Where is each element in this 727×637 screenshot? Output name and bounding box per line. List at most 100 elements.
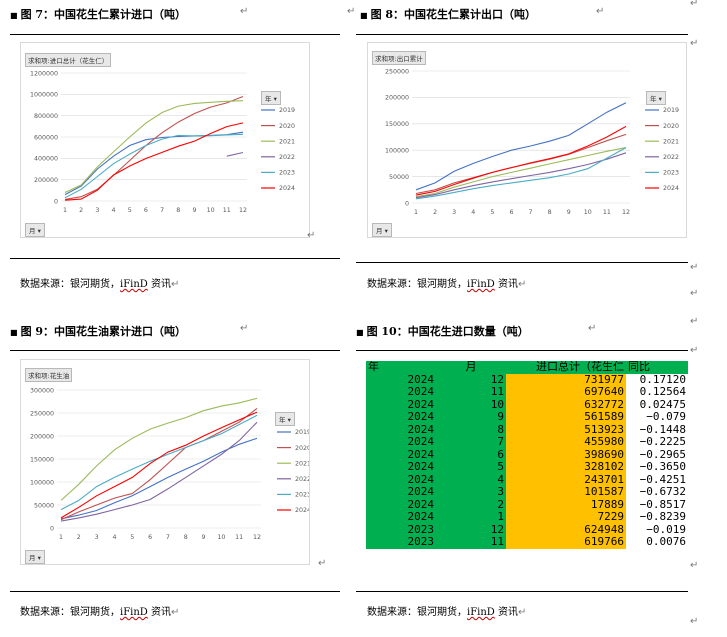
fig8-legend-filter-button[interactable]: 年 ▾ [646, 91, 666, 105]
x-tick-label: 1 [59, 534, 63, 541]
cell-year: 2024 [366, 411, 436, 424]
x-tick-label: 8 [176, 207, 180, 214]
x-tick-label: 6 [144, 207, 148, 214]
x-tick-label: 5 [130, 534, 134, 541]
cell-yoy: 0.12564 [626, 386, 688, 399]
series-line-2022 [226, 151, 244, 157]
fig8-row-field-button[interactable]: 月 ▾ [372, 223, 392, 237]
table-row: 2024 9 561589 −0.079 [366, 411, 688, 424]
cell-import-total: 243701 [506, 473, 626, 486]
header-yoy: 同比 [626, 361, 688, 374]
fig9-bottom-rule [10, 591, 340, 592]
fig9-row-field-button[interactable]: 月 ▾ [25, 550, 45, 564]
y-tick-label: 400000 [34, 156, 58, 163]
series-line-2023 [64, 133, 244, 199]
x-tick-label: 3 [95, 207, 99, 214]
fig10-data-table: 年 月 进口总计（花生仁 同比 2024 12 731977 0.17120 2024 1… [366, 361, 688, 569]
table-row: 2024 1 7229 −0.8239 [366, 511, 688, 524]
x-tick-label: 8 [184, 534, 188, 541]
fig9-title: ■ 图 9：中国花生油累计进口（吨） [10, 325, 187, 338]
paragraph-mark: ↵ [588, 323, 597, 334]
table-row: 2024 8 513923 −0.1448 [366, 423, 688, 436]
cell-yoy: −0.2965 [626, 448, 688, 461]
paragraph-mark: ↵ [307, 230, 316, 241]
paragraph-mark: ↵ [240, 323, 249, 334]
x-tick-label: 12 [239, 207, 247, 214]
y-tick-label: 250000 [30, 410, 54, 417]
cell-month: 8 [436, 423, 506, 436]
fig9-legend-filter-button[interactable]: 年 ▾ [275, 412, 295, 426]
fig8-pivot-field-tag[interactable]: 求和项:出口累计 [372, 51, 426, 65]
cell-year: 2024 [366, 436, 436, 449]
y-tick-label: 250000 [385, 68, 409, 75]
series-line-2020 [64, 95, 244, 200]
cell-yoy: −0.079 [626, 411, 688, 424]
series-line-2024 [415, 125, 627, 196]
series-line-2023 [415, 147, 627, 200]
series-line-2019 [60, 437, 258, 520]
cell-yoy: 0.0076 [626, 536, 688, 549]
fig10-source: 数据来源：银河期货，iFinD 资讯↵ [367, 607, 527, 618]
legend-label: 2024 [663, 185, 679, 192]
y-tick-label: 150000 [30, 456, 54, 463]
chevron-down-icon: ▾ [37, 227, 41, 235]
series-line-2019 [64, 131, 244, 196]
x-tick-label: 1 [63, 207, 67, 214]
cell-yoy: −0.3650 [626, 461, 688, 474]
cell-yoy: −0.6732 [626, 486, 688, 499]
y-tick-label: 200000 [385, 95, 409, 102]
y-tick-label: 50000 [34, 502, 54, 509]
series-line-2019 [415, 102, 627, 191]
legend-label: 2022 [279, 154, 295, 161]
cell-month: 11 [436, 386, 506, 399]
x-tick-label: 2 [79, 207, 83, 214]
cell-year: 2024 [366, 486, 436, 499]
series-line-2022 [415, 152, 627, 199]
fig9-source: 数据来源：银河期货，iFinD 资讯↵ [20, 607, 180, 618]
cell-month: 12 [436, 523, 506, 536]
fig8-source: 数据来源：银河期货，iFinD 资讯↵ [367, 279, 527, 290]
y-tick-label: 1200000 [30, 70, 58, 77]
series-line-2024 [64, 122, 244, 201]
x-tick-label: 10 [584, 209, 592, 216]
cell-year: 2024 [366, 461, 436, 474]
x-tick-label: 7 [166, 534, 170, 541]
paragraph-mark: ↵ [690, 616, 699, 627]
fig7-bottom-rule [10, 258, 340, 259]
fig8-chart: 0 50000 100000 150000 200000 250000 1 2 3 4 5 6 7 8 9 1… [367, 42, 687, 238]
x-tick-label: 9 [202, 534, 206, 541]
cell-import-total: 513923 [506, 423, 626, 436]
cell-import-total: 101587 [506, 486, 626, 499]
legend-label: 2023 [295, 492, 310, 499]
cell-yoy: −0.8517 [626, 498, 688, 511]
cell-yoy: −0.2225 [626, 436, 688, 449]
x-tick-label: 10 [207, 207, 215, 214]
x-tick-label: 3 [95, 534, 99, 541]
y-tick-label: 0 [54, 198, 58, 205]
table-header-row: 年 月 进口总计（花生仁 同比 [366, 361, 688, 374]
x-tick-label: 1 [414, 209, 418, 216]
x-tick-label: 4 [471, 209, 475, 216]
fig9-chart: 0 50000 100000 150000 200000 250000 300000 1 2 3 4… [20, 359, 310, 565]
y-tick-label: 200000 [34, 177, 58, 184]
fig7-svg: 0 200000 400000 600000 800000 1000000 1200000 1… [30, 70, 295, 214]
fig9-pivot-field-tag[interactable]: 求和项:花生油 [25, 368, 73, 382]
legend-label: 2019 [663, 107, 679, 114]
x-tick-label: 8 [548, 209, 552, 216]
fig7-legend-filter-button[interactable]: 年 ▾ [261, 91, 281, 105]
x-tick-label: 11 [603, 209, 611, 216]
cell-import-total: 7229 [506, 511, 626, 524]
legend-label: 2019 [295, 429, 310, 436]
fig7-pivot-field-tag[interactable]: 求和项:进口总计（花生仁） [25, 53, 112, 67]
paragraph-mark: ↵ [318, 558, 327, 569]
cell-year: 2024 [366, 511, 436, 524]
x-tick-label: 3 [452, 209, 456, 216]
cell-month: 5 [436, 461, 506, 474]
legend-label: 2024 [295, 507, 310, 514]
paragraph-mark: ↵ [690, 345, 699, 356]
paragraph-mark: ↵ [690, 288, 699, 299]
legend-label: 2023 [663, 170, 679, 177]
table-row: 2024 5 328102 −0.3650 [366, 461, 688, 474]
fig7-row-field-button[interactable]: 月 ▾ [25, 223, 45, 237]
